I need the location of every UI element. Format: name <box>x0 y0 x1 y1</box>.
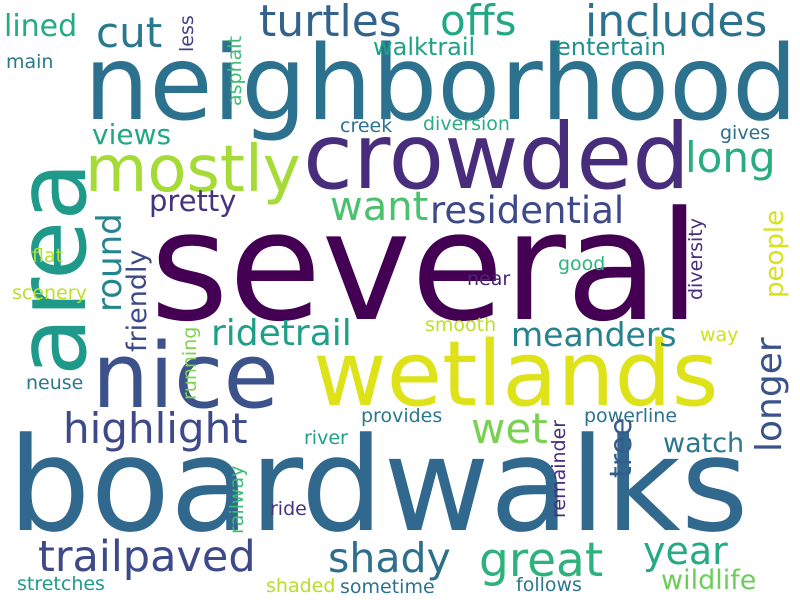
word-stretches: stretches <box>17 573 105 595</box>
word-gives: gives <box>720 122 771 144</box>
word-neuse: neuse <box>26 372 84 394</box>
word-boardwalks: boardwalks <box>8 409 749 561</box>
word-crowded: crowded <box>303 105 691 210</box>
word-near: near <box>467 268 511 290</box>
word-tree: tree <box>604 417 639 478</box>
word-highlight: highlight <box>63 404 248 453</box>
word-sometime: sometime <box>340 576 435 598</box>
word-lined: lined <box>4 9 78 44</box>
word-includes: includes <box>585 0 768 47</box>
word-residential: residential <box>430 189 625 232</box>
word-flat: flat <box>32 245 64 267</box>
word-walktrail: walktrail <box>373 33 476 61</box>
word-less: less <box>176 15 198 52</box>
word-ride: ride <box>270 498 307 520</box>
word-creek: creek <box>340 115 393 137</box>
word-scenery: scenery <box>12 282 87 304</box>
word-great: great <box>479 533 604 588</box>
word-river: river <box>304 427 348 449</box>
word-diversion: diversion <box>423 113 510 135</box>
word-running: running <box>179 326 201 400</box>
word-several: several <box>150 179 701 355</box>
word-entertain: entertain <box>556 33 667 61</box>
word-provides: provides <box>361 405 443 427</box>
word-main: main <box>6 51 54 73</box>
word-smooth: smooth <box>425 314 497 336</box>
word-people: people <box>760 209 790 298</box>
word-longer: longer <box>749 337 790 452</box>
word-remainder: remainder <box>548 419 570 518</box>
word-cut: cut <box>96 8 163 57</box>
word-want: want <box>330 184 429 230</box>
word-shaded: shaded <box>266 575 336 597</box>
word-pretty: pretty <box>149 184 237 218</box>
word-wet: wet <box>471 404 548 453</box>
word-way: way <box>700 324 739 346</box>
word-railway: railway <box>226 465 248 534</box>
word-long: long <box>685 133 776 182</box>
word-wildlife: wildlife <box>661 565 757 596</box>
word-good: good <box>558 253 606 275</box>
word-asphalt: asphalt <box>224 35 246 106</box>
word-friendly: friendly <box>122 249 153 352</box>
word-follows: follows <box>516 574 582 596</box>
word-trailpaved: trailpaved <box>38 532 256 582</box>
word-watch: watch <box>663 428 745 459</box>
word-nice: nice <box>92 324 279 429</box>
word-powerline: powerline <box>584 405 678 427</box>
word-turtles: turtles <box>259 0 402 47</box>
word-offs: offs <box>440 0 517 45</box>
word-ridetrail: ridetrail <box>211 313 352 354</box>
word-diversity: diversity <box>685 218 707 300</box>
word-views: views <box>92 118 172 151</box>
word-year: year <box>643 529 728 573</box>
word-wetlands: wetlands <box>313 322 719 427</box>
word-neighborhoods: neighborhoods <box>84 24 800 144</box>
word-meanders: meanders <box>511 315 677 354</box>
word-mostly: mostly <box>85 133 301 207</box>
word-shady: shady <box>328 534 451 582</box>
